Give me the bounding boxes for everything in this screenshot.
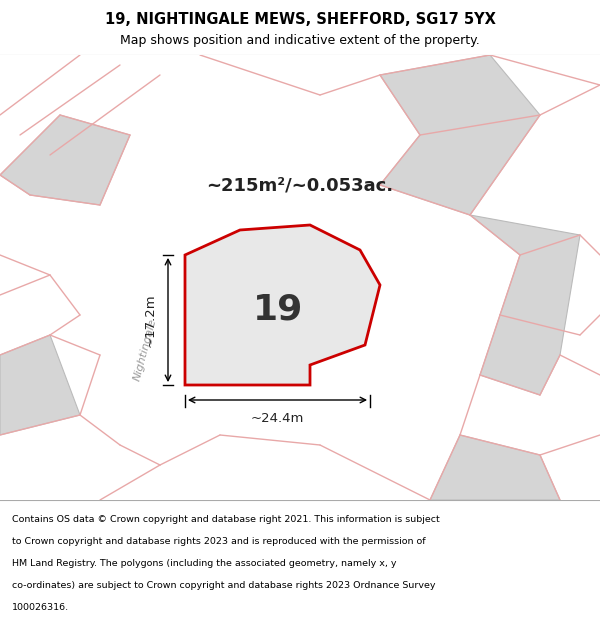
Text: ~215m²/~0.053ac.: ~215m²/~0.053ac.	[206, 176, 394, 194]
Text: Map shows position and indicative extent of the property.: Map shows position and indicative extent…	[120, 34, 480, 47]
Text: Nightingale: Nightingale	[132, 318, 158, 382]
Text: ~17.2m: ~17.2m	[143, 293, 157, 347]
Text: 19: 19	[253, 293, 303, 327]
Polygon shape	[0, 335, 80, 435]
Text: co-ordinates) are subject to Crown copyright and database rights 2023 Ordnance S: co-ordinates) are subject to Crown copyr…	[12, 581, 436, 589]
Text: Contains OS data © Crown copyright and database right 2021. This information is : Contains OS data © Crown copyright and d…	[12, 515, 440, 524]
Text: 19, NIGHTINGALE MEWS, SHEFFORD, SG17 5YX: 19, NIGHTINGALE MEWS, SHEFFORD, SG17 5YX	[104, 12, 496, 27]
Text: HM Land Registry. The polygons (including the associated geometry, namely x, y: HM Land Registry. The polygons (includin…	[12, 559, 397, 568]
Text: 100026316.: 100026316.	[12, 602, 69, 611]
Text: ~24.4m: ~24.4m	[251, 411, 304, 424]
Text: to Crown copyright and database rights 2023 and is reproduced with the permissio: to Crown copyright and database rights 2…	[12, 537, 425, 546]
Polygon shape	[470, 215, 580, 395]
Polygon shape	[430, 435, 560, 500]
Polygon shape	[185, 225, 380, 385]
Polygon shape	[0, 115, 130, 205]
Polygon shape	[380, 55, 540, 215]
